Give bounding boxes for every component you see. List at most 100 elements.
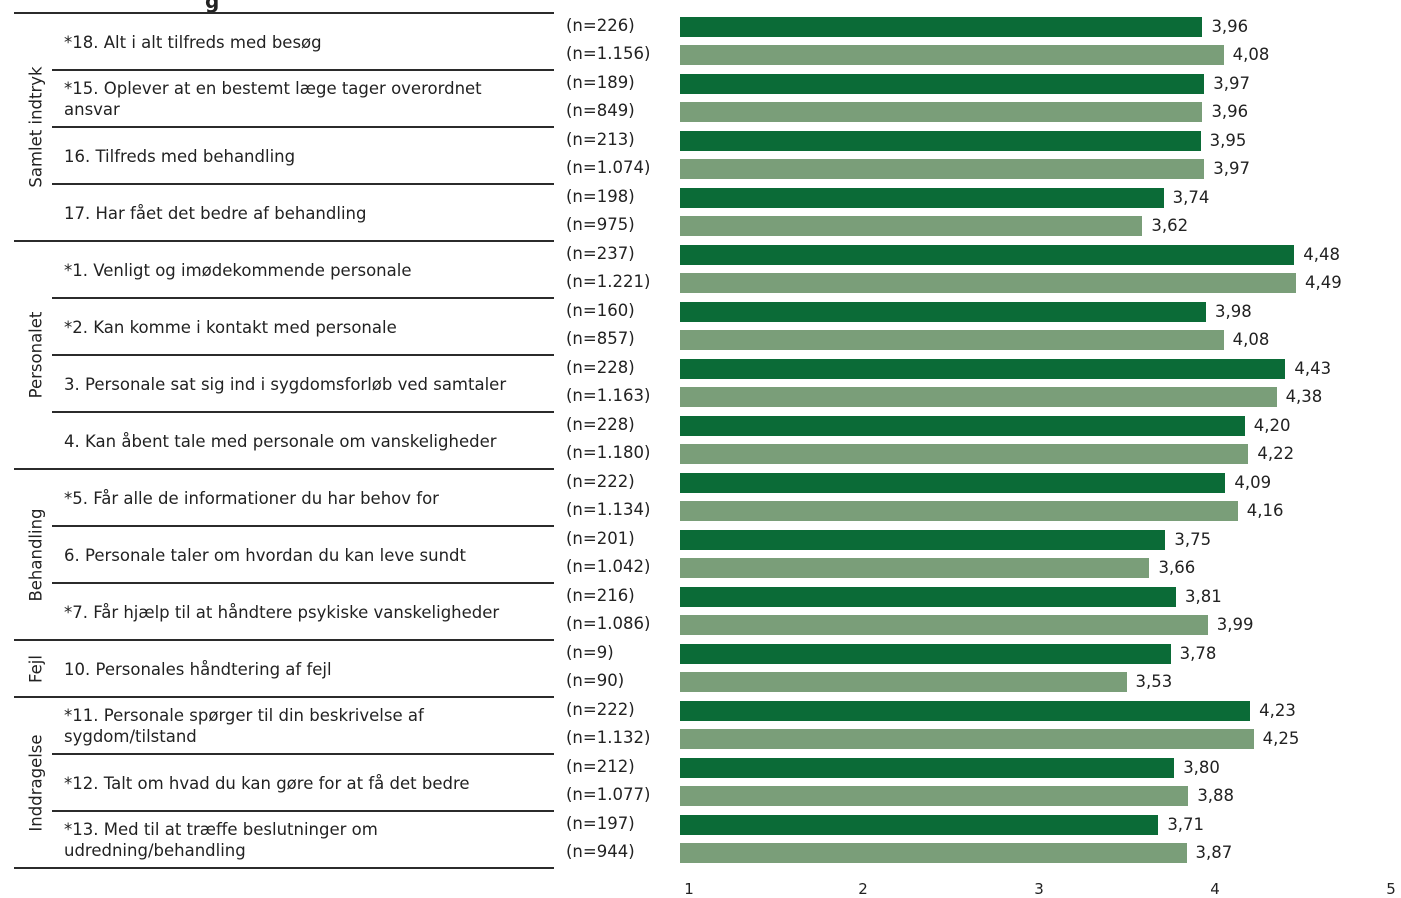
n-label-b: (n=1.042)	[566, 557, 651, 576]
bar-series-b	[680, 729, 1254, 749]
bar-series-b	[680, 273, 1296, 293]
n-label-b: (n=857)	[566, 329, 635, 348]
bar-series-b	[680, 672, 1127, 692]
group-label: Fejl	[26, 654, 46, 683]
bar-series-a	[680, 416, 1245, 436]
n-label-b: (n=90)	[566, 671, 625, 690]
n-label-a: (n=228)	[566, 358, 635, 377]
question-label: *11. Personale spørger til din beskrivel…	[64, 706, 424, 746]
value-label-a: 3,81	[1184, 587, 1222, 606]
question-label: *7. Får hjælp til at håndtere psykiske v…	[64, 603, 500, 622]
n-label-a: (n=197)	[566, 814, 635, 833]
bar-series-a	[680, 245, 1295, 265]
n-label-b: (n=1.221)	[566, 272, 651, 291]
value-label-a: 3,80	[1183, 758, 1220, 777]
group-label: Inddragelse	[26, 733, 46, 832]
n-label-b: (n=1.156)	[566, 44, 651, 63]
value-label-b: 3,97	[1213, 159, 1250, 178]
bar-series-a	[680, 359, 1286, 379]
question-rule	[52, 525, 554, 527]
value-label-a: 4,23	[1259, 701, 1296, 720]
bar-series-a	[680, 530, 1166, 550]
n-label-b: (n=1.086)	[566, 614, 651, 633]
question-label: 3. Personale sat sig ind i sygdomsforløb…	[64, 375, 507, 394]
question-label: 16. Tilfreds med behandling	[64, 147, 296, 166]
bar-series-b	[680, 786, 1189, 806]
value-label-a: 3,71	[1167, 815, 1205, 834]
value-label-b: 4,38	[1285, 387, 1323, 406]
bar-series-a	[680, 587, 1176, 607]
question-label: 6. Personale taler om hvordan du kan lev…	[64, 546, 466, 565]
bar-series-b	[680, 843, 1187, 863]
group-rule	[14, 468, 554, 470]
n-label-b: (n=849)	[566, 101, 635, 120]
bar-series-a	[680, 815, 1159, 835]
question-rule	[52, 753, 554, 755]
bar-series-b	[680, 45, 1224, 65]
value-label-b: 4,08	[1232, 45, 1270, 64]
value-label-b: 3,88	[1197, 786, 1235, 805]
n-label-a: (n=213)	[566, 130, 635, 149]
value-label-a: 4,48	[1303, 245, 1340, 264]
n-label-b: (n=1.077)	[566, 785, 651, 804]
question-label: *15. Oplever at en bestemt læge tager ov…	[64, 79, 482, 119]
n-label-a: (n=216)	[566, 586, 635, 605]
question-label: 17. Har fået det bedre af behandling	[64, 204, 367, 223]
value-label-a: 3,97	[1213, 74, 1250, 93]
question-rule	[52, 582, 554, 584]
question-label: 10. Personales håndtering af fejl	[64, 660, 332, 679]
value-label-a: 3,96	[1211, 17, 1249, 36]
value-label-b: 3,96	[1211, 102, 1249, 121]
question-rule	[52, 126, 554, 128]
value-label-b: 3,87	[1195, 843, 1233, 862]
n-label-b: (n=1.132)	[566, 728, 651, 747]
group-rule	[14, 240, 554, 242]
x-tick-label: 1	[684, 880, 694, 898]
group-label: Samlet indtryk	[26, 66, 46, 188]
value-label-b: 4,49	[1304, 273, 1342, 292]
bar-series-a	[680, 473, 1226, 493]
bar-series-a	[680, 17, 1203, 37]
n-label-a: (n=222)	[566, 472, 635, 491]
question-label: *2. Kan komme i kontakt med personale	[64, 318, 397, 337]
top-rule	[14, 12, 554, 14]
bar-series-b	[680, 159, 1205, 179]
value-label-a: 3,74	[1172, 188, 1210, 207]
question-rule	[52, 354, 554, 356]
value-label-a: 4,09	[1234, 473, 1272, 492]
value-label-b: 3,66	[1158, 558, 1196, 577]
n-label-a: (n=226)	[566, 16, 635, 35]
bar-series-a	[680, 74, 1205, 94]
group-rule	[14, 696, 554, 698]
value-label-b: 3,62	[1151, 216, 1189, 235]
bar-series-a	[680, 758, 1175, 778]
group-label: Behandling	[26, 507, 46, 602]
question-rule	[52, 69, 554, 71]
n-label-b: (n=1.074)	[566, 158, 651, 177]
question-label: *13. Med til at træffe beslutninger om u…	[64, 820, 378, 860]
bar-series-a	[680, 701, 1251, 721]
bar-series-a	[680, 644, 1171, 664]
n-label-a: (n=222)	[566, 700, 635, 719]
value-label-b: 4,22	[1257, 444, 1295, 463]
value-label-a: 4,20	[1253, 416, 1291, 435]
bar-series-b	[680, 558, 1150, 578]
n-label-a: (n=198)	[566, 187, 635, 206]
question-label: 4. Kan åbent tale med personale om vansk…	[64, 432, 497, 451]
value-label-a: 4,43	[1294, 359, 1332, 378]
group-rule	[14, 867, 554, 869]
x-tick-label: 2	[858, 880, 868, 898]
bar-series-b	[680, 216, 1143, 236]
question-rule	[52, 810, 554, 812]
n-label-b: (n=975)	[566, 215, 635, 234]
value-label-b: 4,25	[1262, 729, 1300, 748]
question-label: *12. Talt om hvad du kan gøre for at få …	[64, 774, 470, 793]
n-label-b: (n=944)	[566, 842, 635, 861]
value-label-a: 3,95	[1209, 131, 1247, 150]
n-label-a: (n=9)	[566, 643, 614, 662]
n-label-a: (n=189)	[566, 73, 635, 92]
question-rule	[52, 183, 554, 185]
n-label-a: (n=160)	[566, 301, 635, 320]
value-label-b: 3,53	[1135, 672, 1173, 691]
